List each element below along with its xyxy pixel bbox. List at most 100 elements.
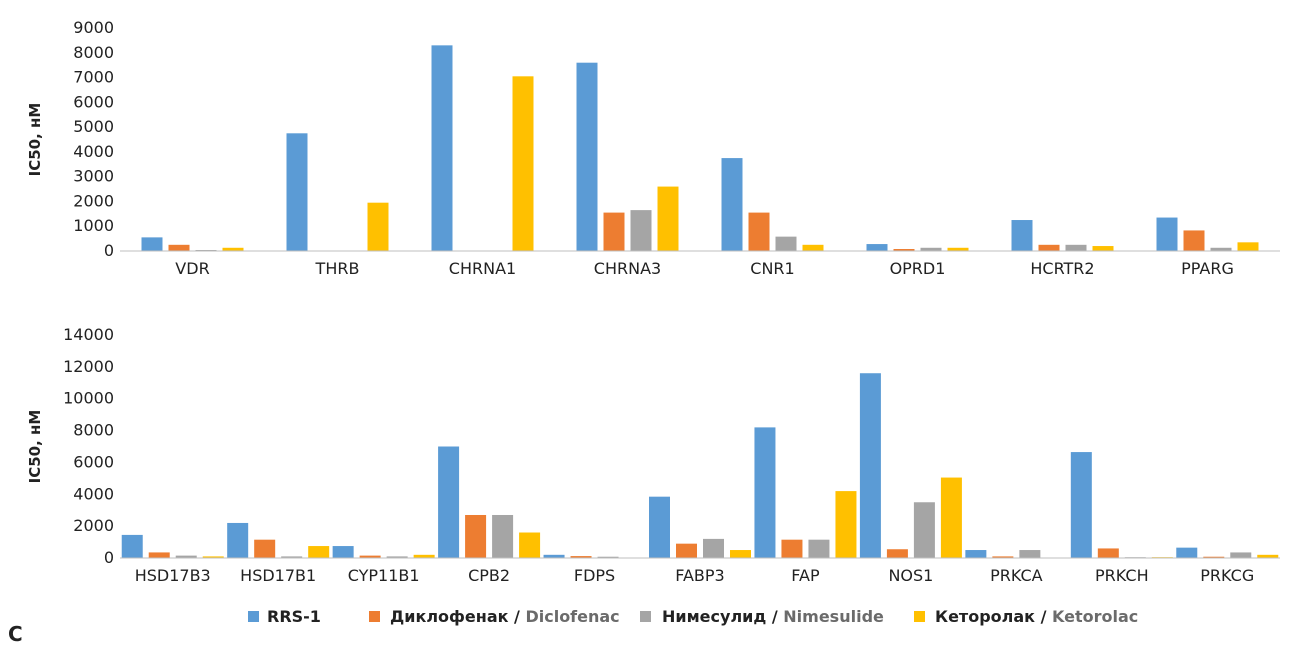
chart2-bar-fabp3-diclofenac	[676, 543, 697, 558]
chart1-ytick-label: 7000	[73, 68, 114, 87]
chart1-xtick-label-oprd1: OPRD1	[890, 259, 946, 278]
chart1-bar-chrna1-ketorolac	[512, 76, 534, 251]
chart2-bar-cpb2-ketorolac	[519, 532, 541, 558]
chart1-bar-thrb-ketorolac	[367, 202, 389, 251]
chart1-bar-thrb-rrs1	[286, 133, 308, 251]
chart2-xtick-label-nos1: NOS1	[888, 566, 933, 585]
legend-swatch-diclofenac	[369, 611, 380, 622]
chart2-bar-fabp3-ketorolac	[730, 550, 751, 558]
legend-label-rrs1: RRS-1	[267, 607, 321, 626]
chart1-bar-hcrtr2-rrs1	[1011, 220, 1033, 251]
chart1-ytick-label: 9000	[73, 18, 114, 37]
chart1-bar-pparg-diclofenac	[1183, 230, 1205, 251]
chart2-xtick-label-prkca: PRKCA	[990, 566, 1043, 585]
chart2-bar-hsd17b1-ketorolac	[308, 546, 330, 558]
chart2-xtick-label-fabp3: FABP3	[675, 566, 724, 585]
chart1-ytick-label: 0	[104, 241, 114, 260]
chart1-xtick-label-cnr1: CNR1	[750, 259, 794, 278]
chart2-bar-nos1-rrs1	[859, 373, 881, 558]
chart2-ytick-label: 12000	[63, 357, 114, 376]
chart1-ytick-label: 5000	[73, 117, 114, 136]
chart2-bar-prkca-nimesulide	[1019, 550, 1041, 558]
chart2-xtick-label-prkch: PRKCH	[1095, 566, 1149, 585]
chart1-bar-pparg-nimesulide	[1210, 247, 1232, 251]
chart2-xtick-label-hsd17b1: HSD17B1	[240, 566, 316, 585]
chart2-ytick-label: 10000	[63, 389, 114, 408]
chart2-ytick-label: 0	[104, 548, 114, 567]
chart1-xtick-label-chrna3: CHRNA3	[594, 259, 661, 278]
legend-swatch-nimesulide	[640, 611, 651, 622]
chart2-bar-hsd17b3-nimesulide	[175, 555, 197, 558]
panel-label: C	[8, 622, 23, 646]
chart1-bar-vdr-diclofenac	[168, 244, 190, 251]
chart2-bar-prkcg-rrs1	[1176, 547, 1198, 558]
legend-label-ketorolac-ru: Кеторолак /	[935, 607, 1052, 626]
svg-text:RRS-1: RRS-1	[267, 607, 321, 626]
chart1-bar-oprd1-rrs1	[866, 244, 888, 251]
chart2-ytick-label: 14000	[63, 325, 114, 344]
chart1-bar-chrna3-diclofenac	[603, 212, 625, 251]
svg-text:Нимесулид / Nimesulide: Нимесулид / Nimesulide	[662, 607, 884, 626]
chart2-bar-fap-ketorolac	[835, 491, 857, 558]
chart2-ytick-label: 4000	[73, 484, 114, 503]
chart2-bar-hsd17b1-diclofenac	[254, 539, 276, 558]
chart2-bar-cyp11b1-rrs1	[332, 546, 354, 558]
chart2-bar-hsd17b3-ketorolac	[202, 556, 224, 558]
chart1-bar-pparg-ketorolac	[1237, 242, 1259, 251]
chart2-xtick-label-hsd17b3: HSD17B3	[135, 566, 211, 585]
chart2-bar-hsd17b3-rrs1	[121, 534, 143, 558]
legend-item-diclofenac: Диклофенак / Diclofenac	[369, 607, 620, 626]
chart1-bar-hcrtr2-nimesulide	[1065, 244, 1087, 251]
chart2-bar-prkch-rrs1	[1070, 452, 1092, 558]
chart1-bar-chrna1-rrs1	[431, 45, 453, 251]
chart1-ytick-label: 6000	[73, 92, 114, 111]
chart1-bar-oprd1-nimesulide	[920, 247, 942, 251]
chart2-bar-fdps-nimesulide	[597, 556, 619, 558]
chart2-bar-hsd17b1-rrs1	[227, 522, 249, 558]
chart1-bar-cnr1-nimesulide	[775, 236, 797, 251]
chart2-bar-prkcg-nimesulide	[1230, 552, 1252, 558]
chart-top: 0 1000 2000 3000 4000 5000 6000 7000 8000 9000 IC5…	[26, 18, 1280, 278]
legend-item-nimesulide: Нимесулид / Nimesulide	[640, 607, 884, 626]
chart2-xtick-label-cpb2: CPB2	[468, 566, 510, 585]
chart1-xtick-label-hcrtr2: HCRTR2	[1030, 259, 1094, 278]
chart1-bar-vdr-ketorolac	[222, 247, 244, 251]
chart2-xtick-label-cyp11b1: CYP11B1	[348, 566, 420, 585]
legend-label-diclofenac-en: Diclofenac	[525, 607, 619, 626]
chart2-xtick-label-fap: FAP	[791, 566, 820, 585]
chart2-ytick-label: 8000	[73, 421, 114, 440]
chart1-bar-chrna3-ketorolac	[657, 186, 679, 251]
svg-text:Кеторолак / Ketorolac: Кеторолак / Ketorolac	[935, 607, 1138, 626]
chart2-bar-nos1-diclofenac	[886, 549, 908, 558]
chart2-ytick-label: 2000	[73, 516, 114, 535]
chart2-bar-fap-diclofenac	[781, 539, 803, 558]
legend-swatch-rrs1	[248, 611, 259, 622]
chart2-bar-cyp11b1-ketorolac	[413, 554, 435, 558]
chart1-xtick-label-pparg: PPARG	[1181, 259, 1234, 278]
chart1-bar-oprd1-diclofenac	[893, 249, 915, 251]
chart2-bar-prkch-diclofenac	[1097, 548, 1119, 558]
chart1-bar-chrna3-nimesulide	[630, 210, 652, 251]
chart2-bar-prkca-rrs1	[965, 550, 987, 558]
chart2-bar-cpb2-diclofenac	[465, 514, 487, 558]
chart2-bar-nos1-ketorolac	[940, 477, 962, 558]
chart1-xtick-label-thrb: THRB	[315, 259, 360, 278]
chart1-ytick-label: 1000	[73, 216, 114, 235]
chart2-y-axis-label: IC50, нМ	[26, 410, 44, 484]
chart2-bar-cpb2-nimesulide	[492, 514, 514, 558]
chart2-bar-hsd17b1-nimesulide	[281, 556, 303, 558]
chart1-bar-cnr1-diclofenac	[748, 212, 770, 251]
legend-label-nimesulide-en: Nimesulide	[783, 607, 884, 626]
chart1-bar-chrna3-rrs1	[576, 62, 598, 251]
chart1-bar-hcrtr2-diclofenac	[1038, 244, 1060, 251]
chart2-bar-fabp3-nimesulide	[703, 538, 724, 558]
chart1-ytick-label: 4000	[73, 142, 114, 161]
legend-swatch-ketorolac	[914, 611, 925, 622]
chart2-xtick-label-prkcg: PRKCG	[1200, 566, 1254, 585]
chart1-bar-oprd1-ketorolac	[947, 247, 969, 251]
legend-label-ketorolac-en: Ketorolac	[1052, 607, 1138, 626]
chart2-bar-fdps-diclofenac	[570, 556, 592, 558]
chart1-ytick-label: 2000	[73, 191, 114, 210]
chart2-bar-hsd17b3-diclofenac	[148, 552, 170, 558]
